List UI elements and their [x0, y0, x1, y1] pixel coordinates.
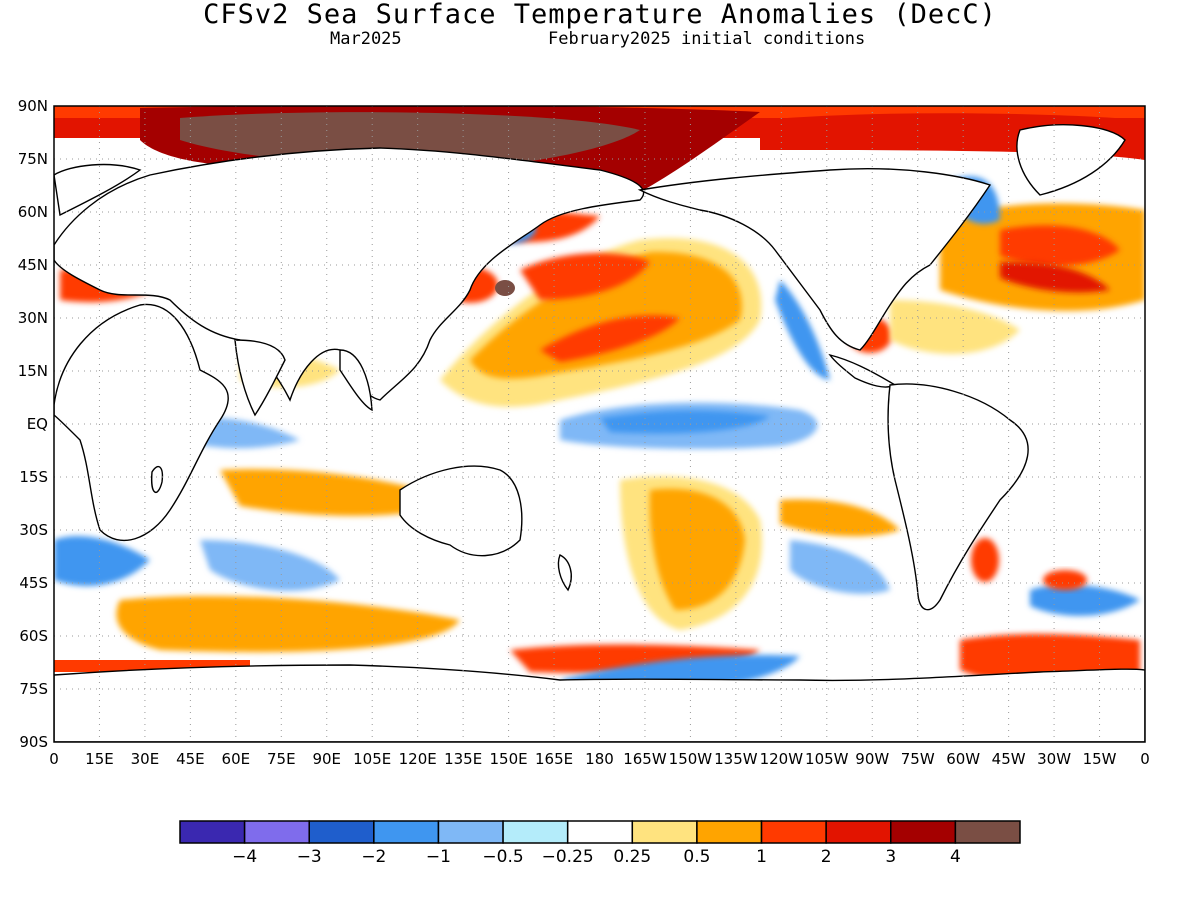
map-frame	[53, 105, 1146, 743]
colorbar-label: 1	[756, 847, 767, 867]
lon-tick-label: 165E	[535, 750, 573, 768]
lat-tick-label: 60N	[18, 203, 48, 221]
colorbar-label: −4	[232, 847, 257, 867]
lon-tick-label: 135W	[714, 750, 758, 768]
lat-tick-label: 30S	[19, 521, 48, 539]
lat-tick-label: 90N	[18, 97, 48, 115]
lon-tick-label: 120W	[760, 750, 804, 768]
lon-tick-label: 15W	[1083, 750, 1117, 768]
lon-tick-label: 90E	[312, 750, 341, 768]
colorbar-swatch	[502, 820, 569, 844]
lon-tick-label: 0	[49, 750, 59, 768]
lat-tick-label: 60S	[19, 627, 48, 645]
colorbar-swatch	[243, 820, 310, 844]
colorbar-label: −1	[426, 847, 451, 867]
colorbar-label: 3	[885, 847, 896, 867]
colorbar-swatch	[308, 820, 375, 844]
lon-tick-label: 45E	[176, 750, 205, 768]
lat-tick-label: 45N	[18, 256, 48, 274]
colorbar-swatch	[179, 820, 246, 844]
colorbar-swatch	[631, 820, 698, 844]
lat-tick-label: 75S	[19, 680, 48, 698]
lon-tick-label: 150W	[669, 750, 713, 768]
lon-tick-label: 120E	[399, 750, 437, 768]
lon-tick-label: 75W	[901, 750, 935, 768]
lon-tick-label: 30W	[1037, 750, 1071, 768]
lon-tick-label: 30E	[131, 750, 160, 768]
lon-tick-label: 90W	[855, 750, 889, 768]
colorbar-label: 0.5	[683, 847, 710, 867]
lon-tick-label: 60W	[946, 750, 980, 768]
lat-tick-label: 75N	[18, 150, 48, 168]
colorbar-label: −0.5	[482, 847, 523, 867]
lat-tick-label: 90S	[19, 733, 48, 751]
colorbar-label: −3	[297, 847, 322, 867]
forecast-month: Mar2025	[330, 29, 402, 49]
lat-tick-label: 30N	[18, 309, 48, 327]
colorbar-swatch	[696, 820, 763, 844]
initial-conditions-label: February2025 initial conditions	[548, 29, 866, 49]
colorbar-label: −2	[361, 847, 386, 867]
graticule	[54, 106, 1145, 742]
colorbar-swatch	[954, 820, 1021, 844]
lon-tick-label: 60E	[222, 750, 251, 768]
colorbar-swatch	[373, 820, 440, 844]
lat-tick-label: 15S	[19, 468, 48, 486]
lon-tick-label: 15E	[85, 750, 114, 768]
colorbar: −4 −3 −2 −1 −0.5 −0.25 0.25 0.5 1 2 3 4	[179, 820, 1021, 867]
colorbar-swatch	[760, 820, 827, 844]
colorbar-swatch	[890, 820, 957, 844]
lon-tick-label: 105W	[805, 750, 849, 768]
continent-outlines	[54, 124, 1145, 742]
lon-tick-label: 75E	[267, 750, 296, 768]
lon-tick-label: 0	[1140, 750, 1150, 768]
lon-tick-label: 135E	[444, 750, 482, 768]
lon-tick-label: 150E	[490, 750, 528, 768]
colorbar-swatch	[566, 820, 634, 844]
lat-tick-label: 15N	[18, 362, 48, 380]
lon-tick-label: 165W	[623, 750, 667, 768]
lat-tick-label: EQ	[27, 415, 48, 433]
lon-tick-label: 180	[585, 750, 614, 768]
longitude-axis: 0 15E 30E 45E 60E 75E 90E 105E 120E 135E 150E 165E 1…	[49, 750, 1150, 768]
lon-tick-label: 45W	[992, 750, 1026, 768]
colorbar-label: 0.25	[613, 847, 651, 867]
colorbar-swatch	[437, 820, 504, 844]
colorbar-label: −0.25	[542, 847, 594, 867]
lon-tick-label: 105E	[353, 750, 391, 768]
chart-title: CFSv2 Sea Surface Temperature Anomalies …	[203, 0, 997, 30]
lat-tick-label: 45S	[19, 574, 48, 592]
latitude-axis: 90N 75N 60N 45N 30N 15N EQ 15S 30S 45S 60S 75S 90S	[18, 97, 48, 751]
colorbar-label: 4	[950, 847, 961, 867]
colorbar-swatch	[825, 820, 892, 844]
colorbar-label: 2	[821, 847, 832, 867]
